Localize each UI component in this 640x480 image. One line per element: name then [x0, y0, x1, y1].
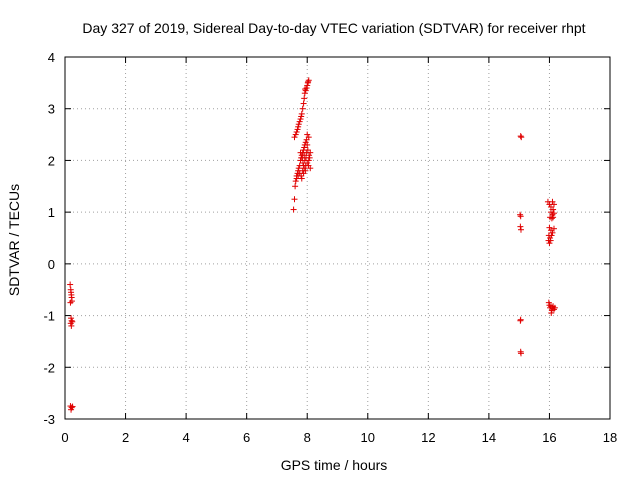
data-point	[294, 126, 301, 133]
y-axis-title: SDTVAR / TECUs	[6, 184, 22, 296]
x-tick-label: 16	[542, 430, 556, 445]
data-point	[304, 82, 311, 89]
data-point	[304, 141, 311, 148]
plot-frame	[64, 56, 611, 420]
data-point	[305, 134, 312, 141]
data-point	[290, 206, 297, 213]
x-tick-label: 0	[61, 430, 68, 445]
x-tick-label: 6	[243, 430, 250, 445]
data-point	[297, 149, 304, 156]
data-point	[67, 281, 74, 288]
grid	[65, 57, 610, 419]
data-point	[550, 214, 557, 221]
data-point	[69, 403, 76, 410]
data-point	[69, 318, 76, 325]
data-point	[67, 299, 74, 306]
data-point	[545, 299, 552, 306]
data-point	[68, 406, 75, 413]
y-tick-label: -1	[43, 309, 55, 324]
data-point	[550, 210, 557, 217]
data-point	[548, 309, 555, 316]
chart-title: Day 327 of 2019, Sidereal Day-to-day VTE…	[82, 20, 585, 36]
x-axis-title: GPS time / hours	[281, 457, 388, 473]
data-point	[548, 232, 555, 239]
data-point	[68, 322, 75, 329]
y-tick-label: 4	[48, 50, 55, 65]
data-point	[547, 237, 554, 244]
x-tick-label: 4	[182, 430, 189, 445]
data-point	[302, 167, 309, 174]
x-tick-label: 2	[122, 430, 129, 445]
data-point	[297, 116, 304, 123]
data-point	[298, 175, 305, 182]
data-point	[292, 131, 299, 138]
x-tick-label: 12	[421, 430, 435, 445]
data-point	[295, 121, 302, 128]
y-tick-label: -3	[43, 412, 55, 427]
x-tick-labels: 0 2 4 6 8 10 12 14 16 18	[61, 430, 617, 445]
data-point	[517, 213, 524, 220]
data-points	[67, 77, 558, 413]
x-tick-label: 8	[304, 430, 311, 445]
data-point	[68, 315, 75, 322]
x-tick-label: 10	[361, 430, 375, 445]
data-point	[301, 152, 308, 159]
data-point	[546, 240, 553, 247]
data-point	[299, 105, 306, 112]
data-point	[549, 229, 556, 236]
data-point	[301, 95, 308, 102]
data-point	[518, 134, 525, 141]
data-point	[68, 298, 75, 305]
y-tick-labels: 4 3 2 1 0 -1 -2 -3	[43, 50, 55, 427]
data-point	[292, 183, 299, 190]
data-point	[517, 133, 524, 140]
x-tick-label: 18	[603, 430, 617, 445]
data-point	[300, 162, 307, 169]
data-point	[517, 223, 524, 230]
data-point	[302, 86, 309, 93]
data-point	[517, 317, 524, 324]
data-point	[68, 317, 75, 324]
data-point	[295, 123, 302, 130]
y-tick-label: -2	[43, 360, 55, 375]
data-point	[295, 165, 302, 172]
data-point	[305, 78, 312, 85]
data-point	[301, 144, 308, 151]
data-point	[298, 113, 305, 120]
data-point	[517, 226, 524, 233]
data-point	[551, 304, 558, 311]
data-point	[550, 225, 557, 232]
data-point	[292, 178, 299, 185]
y-tick-label: 3	[48, 102, 55, 117]
data-point	[517, 350, 524, 357]
x-tick-label: 14	[482, 430, 496, 445]
data-point	[293, 128, 300, 135]
data-point	[548, 215, 555, 222]
data-point	[307, 149, 314, 156]
y-tick-label: 0	[48, 257, 55, 272]
y-tick-label: 1	[48, 205, 55, 220]
data-point	[291, 196, 298, 203]
axis-ticks	[64, 56, 611, 420]
data-point	[296, 118, 303, 125]
data-point	[291, 134, 298, 141]
data-point	[298, 110, 305, 117]
data-point	[299, 160, 306, 167]
data-point	[550, 201, 557, 208]
y-tick-label: 2	[48, 153, 55, 168]
data-point	[300, 100, 307, 107]
